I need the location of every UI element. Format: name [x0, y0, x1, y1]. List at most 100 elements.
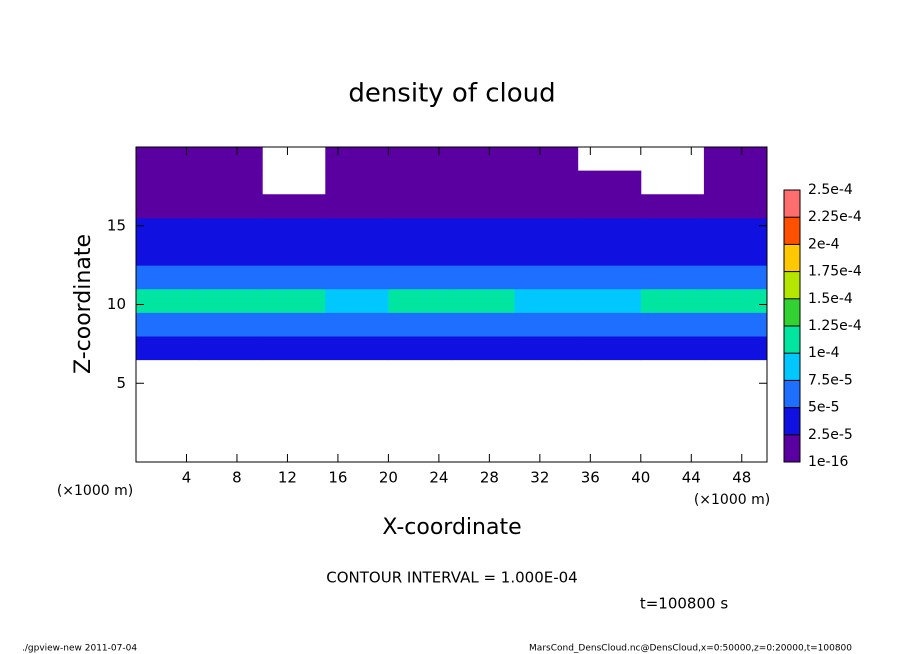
heatmap-cell	[262, 217, 326, 242]
x-axis-label: X-coordinate	[382, 515, 521, 540]
heatmap-cell	[703, 194, 768, 219]
colorbar-band	[784, 217, 800, 245]
heatmap-cell	[199, 217, 263, 242]
heatmap-cell	[262, 288, 326, 313]
colorbar: 1e-16 2.5e-5 5e-5 7.5e-5 1e-4 1.25e-4 1.5e-4 1.…	[783, 182, 862, 470]
heatmap-cell	[703, 288, 768, 313]
y-tick-label: 10	[107, 295, 126, 313]
heatmap-cell	[325, 194, 389, 219]
heatmap-cell	[388, 336, 452, 361]
heatmap-cell	[577, 194, 642, 219]
heatmap-cell	[136, 194, 200, 219]
heatmap-cell	[640, 336, 705, 361]
colorbar-band	[784, 298, 800, 326]
x-tick-label: 32	[530, 469, 549, 487]
heatmap-cell	[325, 312, 389, 337]
colorbar-label: 7.5e-5	[808, 372, 853, 388]
heatmap-cell	[388, 194, 452, 219]
heatmap-cell	[640, 312, 705, 337]
heatmap-cell	[640, 265, 705, 290]
heatmap-cell	[388, 147, 452, 172]
heatmap-cell	[514, 241, 579, 266]
x-tick-label: 36	[581, 469, 600, 487]
colorbar-band	[784, 407, 800, 435]
colorbar-label: 1e-16	[808, 454, 848, 470]
heatmap-cell	[262, 241, 326, 266]
colorbar-label: 1.25e-4	[808, 318, 862, 334]
heatmap-cell	[199, 312, 263, 337]
x-unit: (×1000 m)	[694, 492, 770, 508]
x-tick-label: 40	[631, 469, 650, 487]
colorbar-band	[784, 271, 800, 299]
heatmap-cell	[451, 312, 516, 337]
heatmap-cell	[136, 147, 200, 172]
heatmap-cell	[514, 170, 579, 195]
colorbar-label: 1e-4	[808, 345, 840, 361]
x-tick-label: 4	[182, 469, 192, 487]
heatmap-cell	[514, 194, 579, 219]
heatmap-cell	[640, 241, 705, 266]
x-tick-label: 44	[682, 469, 701, 487]
colorbar-band	[784, 353, 800, 381]
heatmap-cell	[703, 241, 768, 266]
heatmap-cell	[325, 336, 389, 361]
heatmap-cell	[514, 217, 579, 242]
heatmap-cell	[136, 217, 200, 242]
heatmap-cell	[199, 336, 263, 361]
heatmap-cell	[703, 217, 768, 242]
colorbar-label: 2e-4	[808, 236, 840, 252]
heatmap-cell	[262, 194, 326, 219]
heatmap-cell	[136, 241, 200, 266]
heatmap-cell	[451, 194, 516, 219]
heatmap-cell	[388, 312, 452, 337]
heatmap-cell	[136, 265, 200, 290]
heatmap-cell	[451, 265, 516, 290]
x-tick-label: 8	[232, 469, 242, 487]
heatmap-cell	[640, 194, 705, 219]
heatmap-cell	[451, 288, 516, 313]
heatmap-cell	[325, 241, 389, 266]
heatmap-cell	[199, 265, 263, 290]
heatmap-cell	[514, 265, 579, 290]
heatmap-cell	[703, 147, 768, 172]
colorbar-label: 2.5e-4	[808, 182, 853, 198]
heatmap-cell	[577, 336, 642, 361]
heatmap-cell	[325, 147, 389, 172]
x-tick-label: 28	[480, 469, 499, 487]
heatmap-cell	[451, 336, 516, 361]
heatmap-cell	[577, 265, 642, 290]
x-tick-label: 12	[278, 469, 297, 487]
heatmap-cell	[577, 217, 642, 242]
y-axis-label: Z-coordinate	[71, 234, 96, 374]
heatmap-cell	[325, 265, 389, 290]
heatmap-cell	[199, 170, 263, 195]
heatmap-cell	[136, 312, 200, 337]
footer-left: ./gpview-new 2011-07-04	[22, 644, 137, 654]
heatmap-cell	[262, 336, 326, 361]
heatmap-cell	[451, 147, 516, 172]
heatmap-cell	[514, 336, 579, 361]
colorbar-label: 1.75e-4	[808, 264, 862, 280]
heatmap-cell	[703, 312, 768, 337]
heatmap-cell	[451, 217, 516, 242]
heatmap-cell	[640, 288, 705, 313]
heatmap-cell	[325, 217, 389, 242]
heatmap-cell	[577, 288, 642, 313]
heatmap	[136, 147, 768, 361]
heatmap-cell	[262, 265, 326, 290]
heatmap-cell	[325, 288, 389, 313]
y-tick-label: 5	[116, 374, 126, 392]
colorbar-band	[784, 380, 800, 408]
heatmap-cell	[136, 288, 200, 313]
colorbar-band	[784, 190, 800, 218]
colorbar-band	[784, 434, 800, 462]
heatmap-cell	[451, 170, 516, 195]
y-tick-label: 15	[107, 216, 126, 234]
time-note: t=100800 s	[640, 595, 728, 613]
colorbar-band	[784, 326, 800, 354]
heatmap-cell	[451, 241, 516, 266]
heatmap-cell	[136, 170, 200, 195]
heatmap-cell	[388, 170, 452, 195]
heatmap-cell	[199, 288, 263, 313]
